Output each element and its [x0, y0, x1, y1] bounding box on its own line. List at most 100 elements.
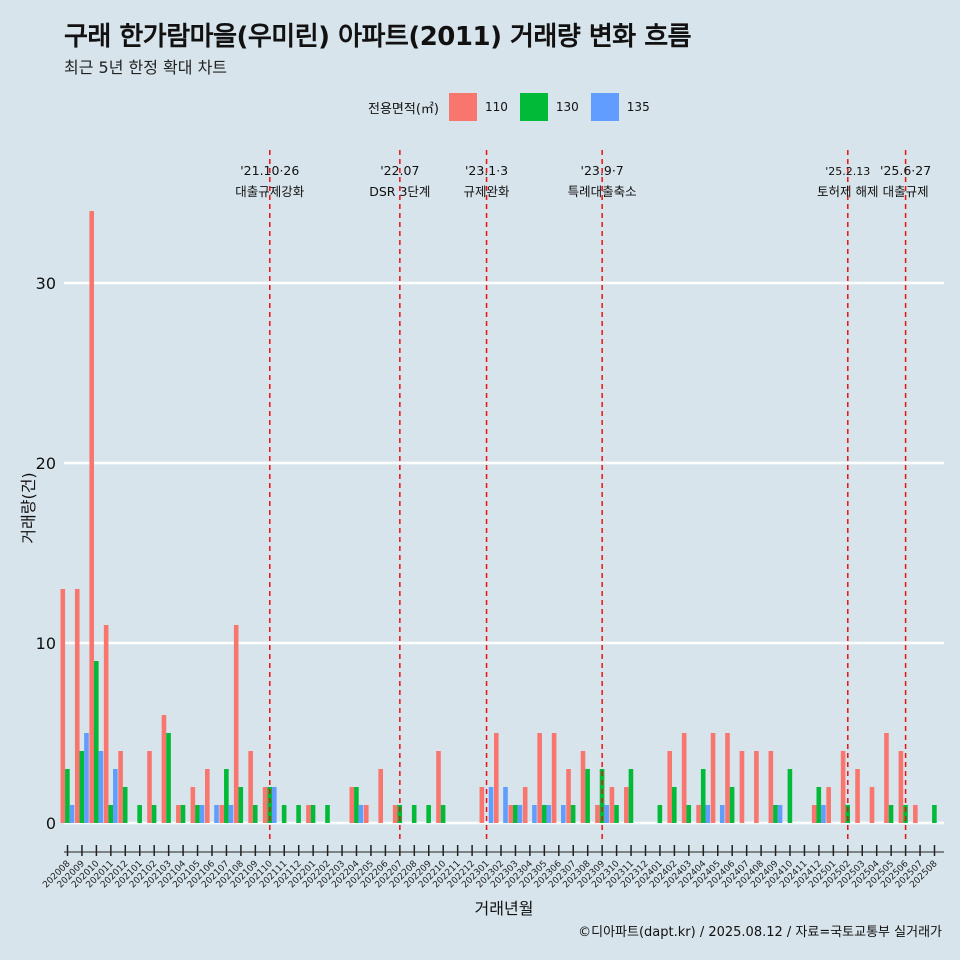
bar-110-202110 [262, 787, 268, 823]
bar-110-202408 [754, 751, 759, 823]
bar-130-202412 [816, 787, 822, 823]
bar-130-202011 [108, 805, 114, 823]
bar-130-202102 [151, 805, 157, 823]
bar-135-202302 [503, 787, 508, 823]
bar-130-202201 [310, 805, 316, 823]
y-tick-label-10: 10 [36, 634, 56, 653]
bar-130-202012 [122, 787, 128, 823]
x-axis: 2020082020092020102020112020122021012021… [41, 845, 944, 890]
bar-110-202009 [74, 589, 80, 823]
x-axis-title: 거래년월 [475, 899, 534, 918]
bar-135-202309 [604, 805, 609, 823]
bar-135-202404 [705, 805, 711, 823]
legend-swatch-135 [590, 93, 619, 121]
legend-title: 전용면적(㎡) [368, 101, 439, 117]
y-tick-label-20: 20 [36, 454, 56, 473]
bar-110-202109 [248, 751, 253, 823]
bar-110-202102 [147, 751, 152, 823]
bar-110-202403 [681, 733, 687, 823]
bar-130-202505 [888, 805, 894, 823]
bar-110-202106 [205, 769, 210, 823]
event-label-202506: 대출규제 [883, 184, 929, 199]
legend-swatch-110 [448, 93, 477, 121]
bar-130-202101 [137, 805, 142, 823]
bar-110-202108 [233, 625, 239, 823]
bar-135-202306 [561, 805, 566, 823]
event-label-202301: 규제완화 [464, 184, 511, 199]
event-label-202309: 특례대출축소 [568, 184, 637, 199]
bar-130-202103 [166, 733, 171, 823]
bar-130-202310 [614, 805, 619, 823]
bar-110-202502 [840, 751, 846, 823]
bar-110-202301 [479, 787, 485, 823]
event-date-202207: '22.07 [380, 163, 419, 178]
bar-110-202302 [494, 733, 499, 823]
bar-130-202402 [672, 787, 677, 823]
bar-130-202107 [224, 769, 229, 823]
bar-135-202010 [98, 751, 104, 823]
bar-110-202210 [436, 751, 441, 823]
bar-130-202404 [700, 769, 706, 823]
bar-110-202505 [884, 733, 889, 823]
bar-135-202107 [228, 805, 234, 823]
event-date-202110: '21.10·26 [240, 163, 299, 178]
bar-135-202011 [113, 769, 118, 823]
event-date-202502: '25.2.13 [825, 165, 870, 178]
chart-subtitle: 최근 5년 한정 확대 차트 [64, 58, 228, 77]
bar-110-202405 [710, 733, 716, 823]
bar-110-202507 [913, 805, 918, 823]
bar-110-202310 [609, 787, 615, 823]
bar-110-202503 [855, 769, 860, 823]
grid-lines [64, 281, 944, 825]
bar-110-202308 [580, 751, 586, 823]
bar-130-202410 [787, 769, 793, 823]
bar-130-202204 [354, 787, 359, 823]
bar-110-202105 [190, 787, 196, 823]
bar-130-202406 [729, 787, 735, 823]
event-lines: '21.10·26 대출규제강화 '22.07 DSR 3단계 '23.1·3 규제완화 '… [235, 150, 931, 840]
bar-110-202506 [898, 751, 904, 823]
bar-130-202008 [65, 769, 70, 823]
legend: 전용면적(㎡) 110 130 135 [368, 92, 662, 122]
bar-110-202412 [811, 805, 817, 823]
legend-label-130: 130 [555, 100, 579, 114]
bar-130-202403 [686, 805, 692, 823]
bar-130-202209 [426, 805, 431, 823]
bar-110-202307 [566, 769, 571, 823]
bar-110-202008 [60, 589, 66, 823]
bar-130-202508 [932, 805, 937, 823]
bar-110-202303 [508, 805, 514, 823]
bar-110-202402 [667, 751, 672, 823]
bar-135-202412 [821, 805, 826, 823]
bar-110-202012 [118, 751, 123, 823]
bar-130-202506 [903, 805, 908, 823]
bar-110-202309 [595, 805, 600, 823]
bar-110-202104 [176, 805, 181, 823]
bar-130-202208 [411, 805, 417, 823]
bar-130-202409 [773, 805, 778, 823]
bar-110-202207 [392, 805, 398, 823]
bar-130-202311 [628, 769, 634, 823]
event-date-202506: '25.6·27 [880, 163, 931, 178]
bar-130-202202 [325, 805, 330, 823]
bar-110-202107 [219, 805, 225, 823]
legend-label-135: 135 [626, 100, 650, 114]
y-axis-title: 거래량(건) [19, 472, 38, 543]
bar-135-202110 [272, 787, 277, 823]
bar-135-202304 [532, 805, 537, 823]
bar-130-202309 [599, 769, 605, 823]
bar-130-202305 [541, 805, 547, 823]
chart-title: 구래 한가람마을(우미린) 아파트(2011) 거래량 변화 흐름 [64, 22, 692, 52]
bar-130-202112 [296, 805, 301, 823]
bar-135-202409 [777, 805, 783, 823]
bar-110-202304 [522, 787, 528, 823]
y-tick-label-30: 30 [36, 274, 56, 293]
bar-135-202009 [84, 733, 89, 823]
legend-label-110: 110 [484, 100, 508, 114]
bar-135-202106 [214, 805, 219, 823]
bar-130-202109 [252, 805, 258, 823]
event-date-202309: '23.9·7 [581, 163, 624, 178]
bar-135-202204 [358, 805, 364, 823]
event-label-202502: 토허제 해제 [817, 184, 878, 199]
